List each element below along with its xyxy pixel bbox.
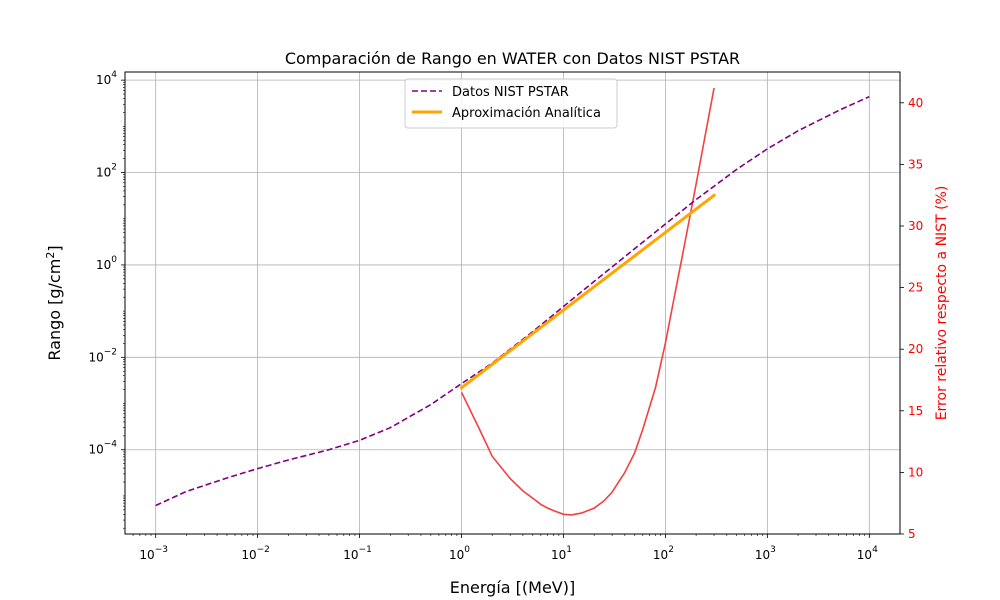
y2-axis-label: Error relativo respecto a NIST (%) — [934, 186, 950, 421]
x-tick-label: 104 — [857, 545, 878, 562]
y-tick-label: 104 — [96, 70, 117, 87]
axis-ticks: 10−3 10−2 10−1 100 101 102 103 10410−410−210010… — [88, 70, 923, 562]
series-relative-error-line — [460, 87, 715, 516]
x-tick-label-base: 10 — [551, 548, 566, 562]
x-tick-label-exponent: −2 — [257, 545, 270, 555]
y2-tick-label: 30 — [908, 219, 923, 233]
series-nist-pstar-line — [155, 95, 870, 507]
plot-area — [155, 87, 870, 516]
y2-tick-label: 40 — [908, 96, 923, 110]
x-tick-label-exponent: −3 — [155, 545, 168, 555]
x-tick-label-exponent: 4 — [872, 545, 878, 555]
x-tick-label-exponent: 0 — [464, 545, 470, 555]
y-tick-label-exponent: 0 — [111, 255, 117, 265]
y2-tick-label: 15 — [908, 404, 923, 418]
x-tick-label-base: 10 — [343, 548, 358, 562]
y-tick-label-base: 10 — [96, 73, 111, 87]
y2-tick-label: 35 — [908, 157, 923, 171]
x-tick-label-base: 10 — [241, 548, 256, 562]
y-axis-label-main: Rango [g/cm — [45, 259, 64, 361]
x-tick-label-exponent: 3 — [770, 545, 776, 555]
y2-tick-label: 25 — [908, 281, 923, 295]
x-tick-label-exponent: 2 — [668, 545, 674, 555]
y-tick-label-exponent: −2 — [104, 347, 117, 357]
x-tick-label: 100 — [449, 545, 470, 562]
y-tick-label: 10−4 — [88, 440, 117, 457]
y-tick-label: 102 — [96, 163, 117, 180]
x-tick-label-base: 10 — [755, 548, 770, 562]
x-tick-label-exponent: −1 — [359, 545, 372, 555]
x-tick-label: 102 — [653, 545, 674, 562]
x-tick-label: 103 — [755, 545, 776, 562]
y-tick-label-base: 10 — [88, 350, 103, 364]
legend-box — [404, 78, 618, 129]
series-analytic-approximation-line — [459, 193, 717, 390]
x-tick-label: 101 — [551, 545, 572, 562]
y-tick-label-base: 10 — [96, 166, 111, 180]
x-tick-label-exponent: 1 — [566, 545, 572, 555]
y-tick-label-exponent: −4 — [104, 440, 118, 450]
x-tick-label-base: 10 — [449, 548, 464, 562]
y-axis-label: Rango [g/cm2] — [44, 245, 64, 360]
x-tick-label: 10−1 — [343, 545, 372, 562]
y-tick-label-exponent: 2 — [111, 163, 117, 173]
x-tick-label-base: 10 — [653, 548, 668, 562]
axes-frame — [124, 71, 901, 535]
y-tick-label-base: 10 — [88, 443, 103, 457]
y-tick-label: 100 — [96, 255, 117, 272]
y-tick-label: 10−2 — [88, 347, 117, 364]
y2-tick-label: 10 — [908, 465, 923, 479]
y-axis-label-end: ] — [45, 245, 64, 251]
legend: Datos NIST PSTAR Aproximación Analítica — [404, 78, 618, 129]
y-axis-label-sup: 2 — [44, 252, 57, 259]
legend-nist-label: Datos NIST PSTAR — [452, 85, 569, 100]
x-axis-label: Energía [(MeV)] — [450, 578, 575, 597]
y2-tick-label: 5 — [908, 527, 916, 541]
y-tick-label-exponent: 4 — [111, 70, 117, 80]
grid — [125, 72, 900, 534]
y2-tick-label: 20 — [908, 342, 923, 356]
y-tick-label-base: 10 — [96, 258, 111, 272]
x-tick-label-base: 10 — [857, 548, 872, 562]
x-tick-label: 10−2 — [241, 545, 270, 562]
legend-approx-label: Aproximación Analítica — [452, 106, 601, 121]
x-tick-label: 10−3 — [139, 545, 168, 562]
x-tick-label-base: 10 — [139, 548, 154, 562]
chart-title: Comparación de Rango en WATER con Datos … — [285, 49, 740, 68]
